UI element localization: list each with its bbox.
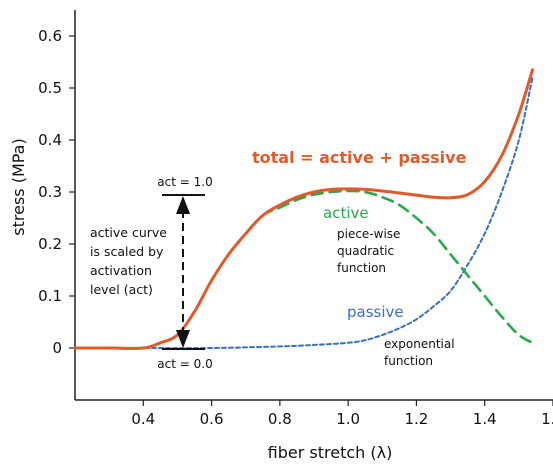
passive-note-line-2: function <box>384 354 433 368</box>
total-label: total = active + passive <box>252 148 467 167</box>
y-tick-label: 0.5 <box>38 79 62 97</box>
x-tick-label: 0.6 <box>200 410 224 428</box>
passive-label: passive <box>347 303 404 321</box>
y-tick-label: 0.3 <box>38 183 62 201</box>
active-label: active <box>323 204 369 222</box>
y-axis-title: stress (MPa) <box>9 138 28 235</box>
x-tick-label: 0.4 <box>131 410 155 428</box>
x-tick-label: 1.6 <box>541 410 553 428</box>
x-tick-label: 0.8 <box>268 410 292 428</box>
y-tick-label: 0.2 <box>38 235 62 253</box>
act-top-label: act = 1.0 <box>157 175 212 189</box>
y-ticks: 0 0.1 0.2 0.3 0.4 0.5 0.6 <box>38 27 75 357</box>
act-arrow-head-up <box>176 196 190 214</box>
y-tick-label: 0.4 <box>38 131 62 149</box>
x-tick-label: 1.0 <box>336 410 360 428</box>
x-tick-label: 1.2 <box>404 410 428 428</box>
active-note-line-2: quadratic <box>337 244 394 258</box>
scale-note-line-3: activation <box>90 263 152 278</box>
y-tick-label: 0.1 <box>38 287 62 305</box>
activation-arrow <box>162 194 205 350</box>
y-tick-label: 0 <box>52 339 62 357</box>
scale-note-line-4: level (act) <box>90 282 153 297</box>
scale-note-line-2: is scaled by <box>90 244 164 259</box>
x-ticks: 0.4 0.6 0.8 1.0 1.2 1.4 1.6 <box>131 400 553 428</box>
act-bottom-label: act = 0.0 <box>157 357 212 371</box>
active-note-line-3: function <box>337 261 386 275</box>
series-line-dotted <box>74 76 534 350</box>
series-layer <box>73 68 534 350</box>
act-arrow-head-down <box>176 330 190 348</box>
x-tick-label: 1.4 <box>473 410 497 428</box>
active-note-line-1: piece-wise <box>337 227 400 241</box>
x-axis-title: fiber stretch (λ) <box>268 443 393 462</box>
plot-axes <box>74 10 553 401</box>
y-tick-label: 0.6 <box>38 27 62 45</box>
passive-note-line-1: exponential <box>384 337 455 351</box>
scale-note-line-1: active curve <box>90 225 167 240</box>
series-line-solid <box>73 68 534 350</box>
